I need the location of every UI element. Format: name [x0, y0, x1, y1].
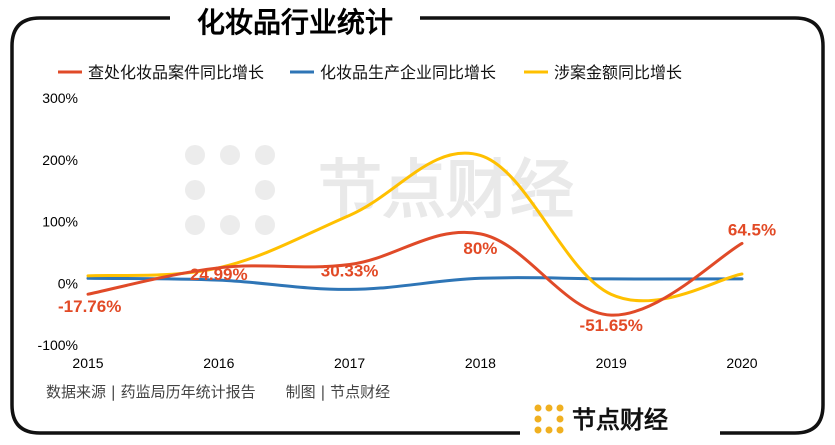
data-label: 64.5% — [728, 220, 776, 239]
y-tick-label: 300% — [42, 90, 78, 106]
watermark-text: 节点财经 — [318, 154, 574, 228]
legend-label-amount: 涉案金额同比增长 — [554, 63, 682, 82]
data-label: 30.33% — [321, 262, 379, 281]
series-line-case — [86, 230, 744, 317]
brand-logo: 节点财经 — [534, 404, 668, 434]
x-tick-label: 2015 — [72, 355, 103, 371]
legend-label-case: 查处化妆品案件同比增长 — [88, 63, 264, 82]
brand-name: 节点财经 — [572, 406, 668, 434]
brand-logo-icon — [534, 404, 564, 434]
chart-title: 化妆品行业统计 — [197, 6, 393, 39]
y-tick-label: 0% — [58, 275, 78, 291]
x-axis: 2015 2016 2017 2018 2019 2020 — [72, 355, 757, 371]
y-tick-label: 100% — [42, 214, 78, 230]
x-tick-label: 2019 — [596, 355, 627, 371]
data-label: 24.99% — [190, 265, 248, 284]
data-labels: -17.76% 24.99% 30.33% 80% -51.65% 64.5% — [58, 220, 776, 335]
series-line-enterprise — [86, 276, 744, 291]
data-label: 80% — [463, 239, 497, 258]
x-tick-label: 2018 — [465, 355, 496, 371]
data-label: -51.65% — [580, 316, 643, 335]
source-note: 数据来源 | 药监局历年统计报告 制图 | 节点财经 — [46, 383, 390, 401]
frame-border — [10, 16, 825, 435]
y-axis: 300% 200% 100% 0% -100% — [38, 90, 78, 353]
x-tick-label: 2020 — [726, 355, 757, 371]
data-label: -17.76% — [58, 297, 121, 316]
series-lines — [86, 151, 744, 317]
y-tick-label: -100% — [38, 337, 78, 353]
watermark-logo-icon — [185, 145, 275, 235]
x-tick-label: 2017 — [334, 355, 365, 371]
x-tick-label: 2016 — [203, 355, 234, 371]
legend: 查处化妆品案件同比增长 化妆品生产企业同比增长 涉案金额同比增长 — [58, 63, 682, 82]
watermark: 节点财经 — [185, 145, 574, 235]
y-tick-label: 200% — [42, 152, 78, 168]
legend-label-enterprise: 化妆品生产企业同比增长 — [320, 63, 496, 82]
